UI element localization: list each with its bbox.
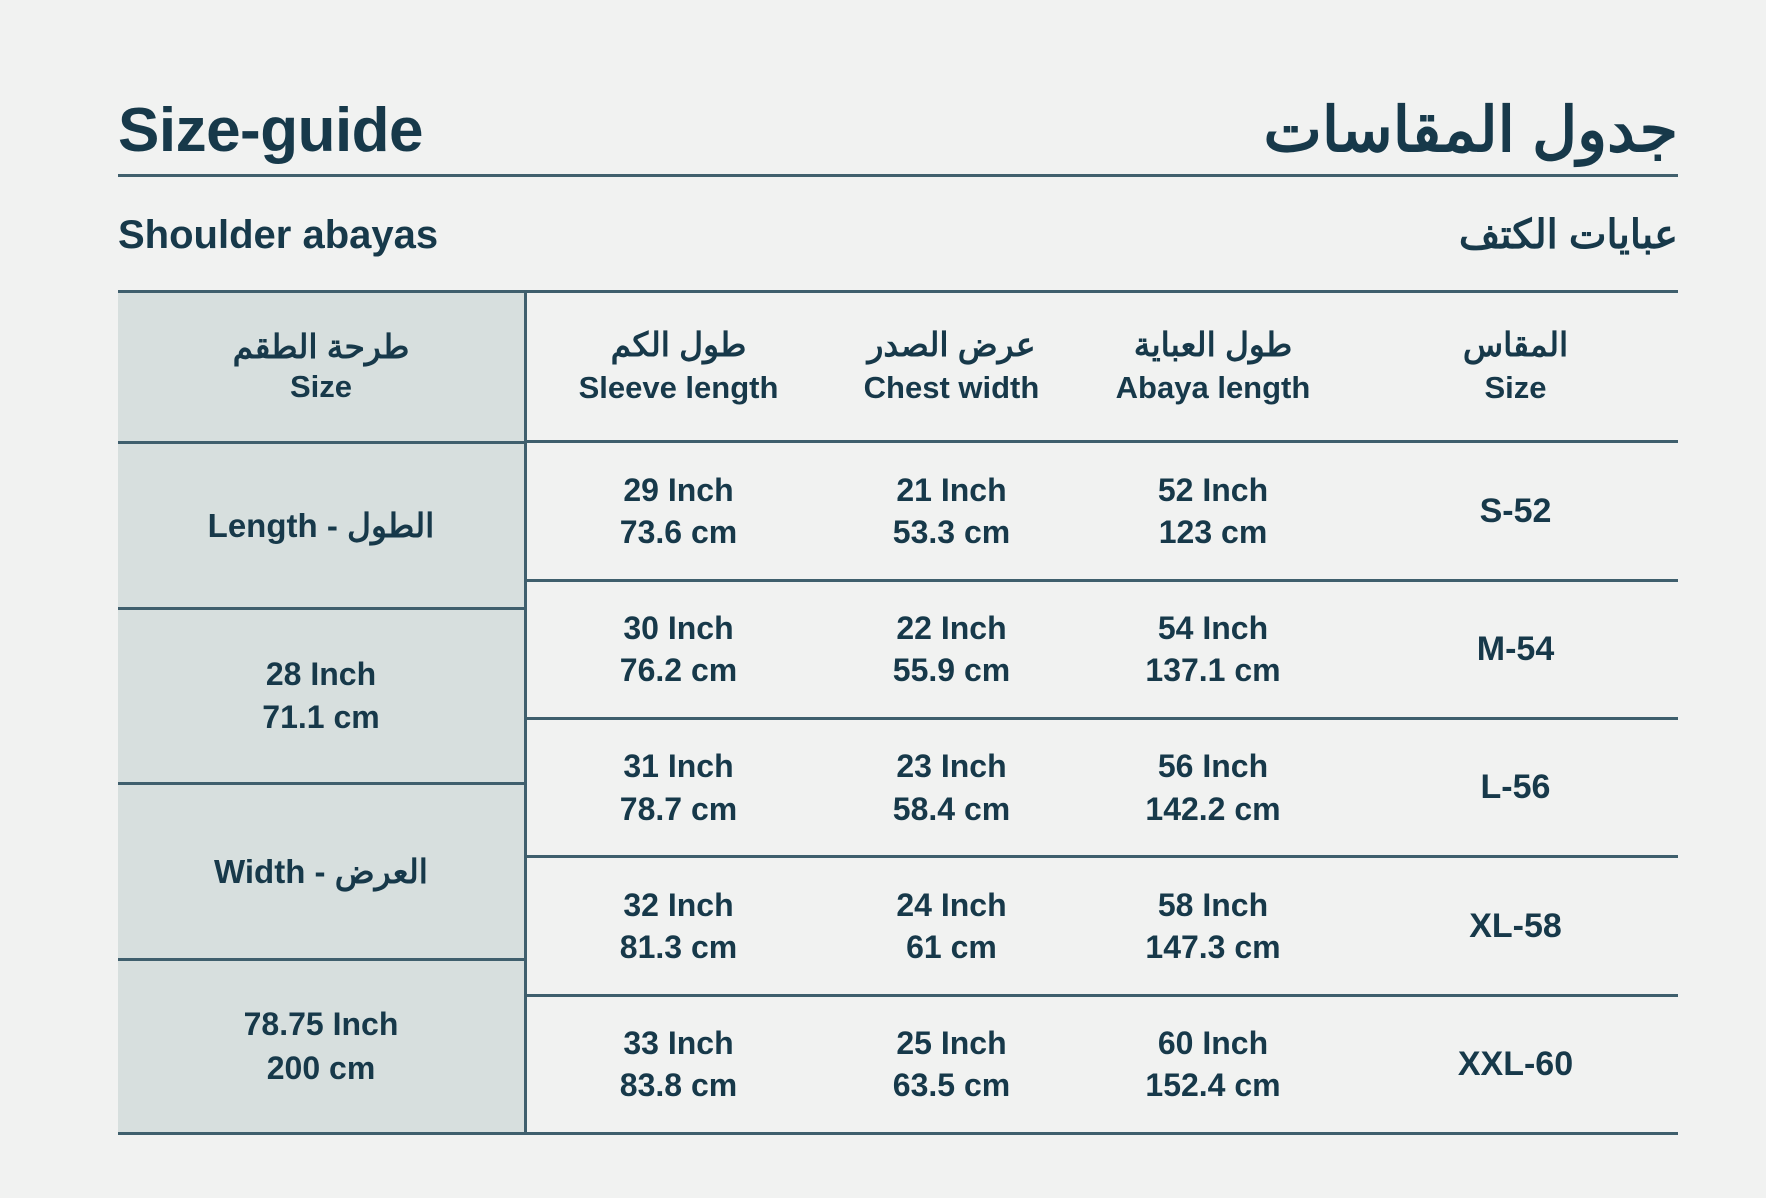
summary-width-cm: 200 cm — [266, 1049, 376, 1086]
value-inch: 58 Inch — [1157, 886, 1269, 923]
cell-abaya-length: 58 Inch 147.3 cm — [1073, 884, 1353, 968]
cell-abaya-length: 54 Inch 137.1 cm — [1073, 607, 1353, 691]
value-inch: 25 Inch — [896, 1025, 1007, 1062]
cell-abaya-length: 56 Inch 142.2 cm — [1073, 745, 1353, 829]
cell-sleeve-length: 32 Inch 81.3 cm — [527, 884, 830, 968]
value-cm: 53.3 cm — [892, 513, 1011, 550]
column-header-abaya-length-ar: طول العباية — [1133, 326, 1293, 364]
value-cm: 123 cm — [1158, 513, 1268, 550]
size-table: طرحة الطقم Size الطول - Length 28 Inch 7… — [118, 290, 1678, 1135]
cell-size: M-54 — [1353, 629, 1678, 670]
table-row: 31 Inch 78.7 cm 23 Inch 58.4 cm 56 Inch … — [527, 716, 1678, 855]
cell-abaya-length: 60 Inch 152.4 cm — [1073, 1022, 1353, 1106]
page-subtitle-ar: عبايات الكتف — [1458, 213, 1678, 257]
page-subtitle-en: Shoulder abayas — [118, 213, 439, 257]
summary-length-cm: 71.1 cm — [262, 699, 380, 735]
value-cm: 61 cm — [906, 928, 997, 965]
value-cm: 152.4 cm — [1145, 1067, 1281, 1104]
subtitle-row: Shoulder abayas عبايات الكتف — [118, 185, 1678, 255]
cell-size: XL-58 — [1353, 906, 1678, 947]
value-cm: 137.1 cm — [1145, 652, 1281, 689]
size-label: XL-58 — [1469, 906, 1562, 945]
summary-cell-length-label: الطول - Length — [118, 441, 524, 607]
summary-header-en: Size — [289, 369, 353, 405]
cell-size: L-56 — [1353, 767, 1678, 808]
value-inch: 21 Inch — [896, 471, 1007, 508]
size-label: L-56 — [1480, 768, 1551, 807]
measurements-grid: طول الكم Sleeve length عرض الصدر Chest w… — [524, 293, 1678, 1132]
cell-sleeve-length: 29 Inch 73.6 cm — [527, 469, 830, 553]
column-header-chest-width-en: Chest width — [863, 370, 1040, 406]
column-header-abaya-length-en: Abaya length — [1115, 370, 1311, 406]
size-label: S-52 — [1479, 491, 1552, 530]
value-inch: 33 Inch — [623, 1025, 734, 1062]
value-cm: 55.9 cm — [892, 652, 1011, 689]
value-cm: 73.6 cm — [619, 513, 738, 550]
cell-abaya-length: 52 Inch 123 cm — [1073, 469, 1353, 553]
summary-cell-width-value: 78.75 Inch 200 cm — [118, 958, 524, 1132]
summary-length-inch: 28 Inch — [265, 655, 377, 692]
value-cm: 147.3 cm — [1145, 928, 1281, 965]
table-header-row: طول الكم Sleeve length عرض الصدر Chest w… — [527, 293, 1678, 440]
summary-column-header: طرحة الطقم Size — [118, 293, 524, 441]
summary-header-ar: طرحة الطقم — [232, 328, 410, 366]
value-cm: 83.8 cm — [619, 1067, 738, 1104]
value-inch: 60 Inch — [1157, 1025, 1269, 1062]
column-header-sleeve-length: طول الكم Sleeve length — [527, 324, 830, 409]
value-cm: 58.4 cm — [892, 790, 1011, 827]
value-inch: 29 Inch — [623, 471, 734, 508]
page-title-en: Size-guide — [118, 96, 424, 165]
title-row: Size-guide جدول المقاسات — [118, 58, 1678, 162]
summary-length-label: الطول - Length — [207, 506, 435, 544]
value-inch: 54 Inch — [1157, 610, 1269, 647]
value-inch: 56 Inch — [1157, 748, 1269, 785]
value-cm: 81.3 cm — [619, 928, 738, 965]
summary-column: طرحة الطقم Size الطول - Length 28 Inch 7… — [118, 293, 524, 1132]
cell-sleeve-length: 33 Inch 83.8 cm — [527, 1022, 830, 1106]
title-divider — [118, 174, 1678, 177]
cell-size: S-52 — [1353, 491, 1678, 532]
cell-chest-width: 22 Inch 55.9 cm — [830, 607, 1073, 691]
cell-chest-width: 25 Inch 63.5 cm — [830, 1022, 1073, 1106]
size-label: M-54 — [1476, 629, 1555, 668]
value-inch: 30 Inch — [623, 610, 734, 647]
table-row: 30 Inch 76.2 cm 22 Inch 55.9 cm 54 Inch … — [527, 578, 1678, 717]
value-cm: 76.2 cm — [619, 652, 738, 689]
cell-chest-width: 21 Inch 53.3 cm — [830, 469, 1073, 553]
header: Size-guide جدول المقاسات Shoulder abayas… — [118, 58, 1678, 255]
column-header-sleeve-length-en: Sleeve length — [578, 370, 779, 406]
summary-cell-length-value: 28 Inch 71.1 cm — [118, 607, 524, 782]
cell-chest-width: 24 Inch 61 cm — [830, 884, 1073, 968]
summary-width-label: العرض - Width — [214, 852, 428, 890]
column-header-size-ar: المقاس — [1462, 326, 1569, 364]
cell-size: XXL-60 — [1353, 1044, 1678, 1085]
value-inch: 32 Inch — [623, 886, 734, 923]
value-inch: 23 Inch — [896, 748, 1007, 785]
value-inch: 24 Inch — [896, 886, 1007, 923]
page-title-ar: جدول المقاسات — [1263, 96, 1678, 165]
table-row: 33 Inch 83.8 cm 25 Inch 63.5 cm 60 Inch … — [527, 993, 1678, 1132]
column-header-size: المقاس Size — [1353, 324, 1678, 409]
cell-sleeve-length: 31 Inch 78.7 cm — [527, 745, 830, 829]
cell-chest-width: 23 Inch 58.4 cm — [830, 745, 1073, 829]
cell-sleeve-length: 30 Inch 76.2 cm — [527, 607, 830, 691]
column-header-chest-width: عرض الصدر Chest width — [830, 324, 1073, 409]
value-cm: 78.7 cm — [619, 790, 738, 827]
column-header-sleeve-length-ar: طول الكم — [610, 326, 747, 364]
value-cm: 142.2 cm — [1145, 790, 1281, 827]
summary-cell-width-label: العرض - Width — [118, 782, 524, 958]
column-header-chest-width-ar: عرض الصدر — [867, 326, 1036, 364]
table-row: 29 Inch 73.6 cm 21 Inch 53.3 cm 52 Inch … — [527, 440, 1678, 578]
summary-width-inch: 78.75 Inch — [243, 1006, 399, 1043]
column-header-size-en: Size — [1484, 370, 1547, 406]
value-inch: 52 Inch — [1157, 471, 1269, 508]
size-label: XXL-60 — [1457, 1044, 1574, 1083]
table-row: 32 Inch 81.3 cm 24 Inch 61 cm 58 Inch 14… — [527, 855, 1678, 993]
column-header-abaya-length: طول العباية Abaya length — [1073, 324, 1353, 409]
value-cm: 63.5 cm — [892, 1067, 1011, 1104]
value-inch: 22 Inch — [896, 610, 1007, 647]
value-inch: 31 Inch — [623, 748, 734, 785]
